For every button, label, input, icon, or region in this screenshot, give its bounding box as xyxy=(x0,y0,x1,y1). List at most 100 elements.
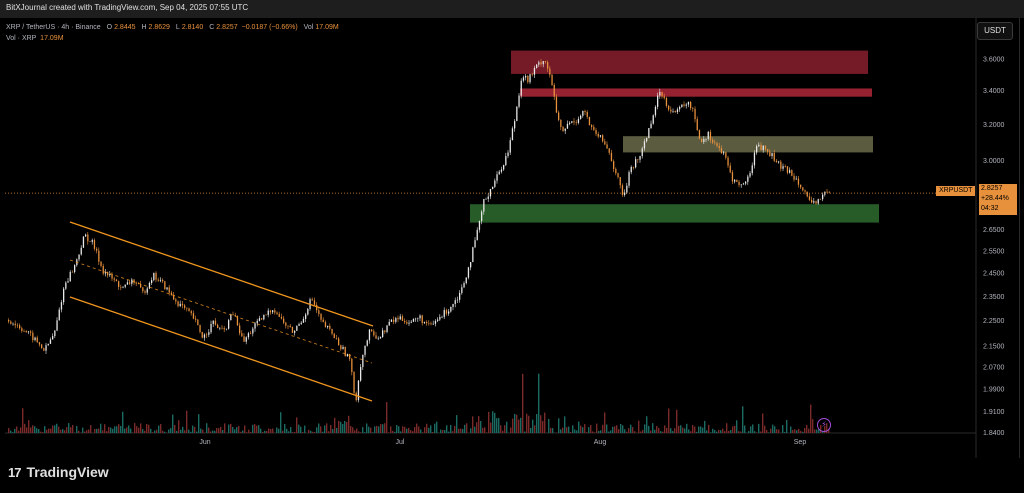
volume-bar xyxy=(444,430,446,433)
volume-bar xyxy=(652,423,654,433)
volume-bar xyxy=(132,432,134,433)
candle-body xyxy=(153,272,155,281)
candle-body xyxy=(780,161,782,169)
volume-bar xyxy=(170,428,172,433)
candle-body xyxy=(192,313,195,319)
candle-body xyxy=(302,318,305,323)
volume-bar xyxy=(320,426,322,433)
volume-legend: Vol · XRP 17.09M xyxy=(6,35,64,42)
volume-bar xyxy=(42,432,44,433)
candle-body xyxy=(626,185,628,193)
candle-body xyxy=(148,282,151,289)
volume-bar xyxy=(662,431,664,433)
volume-bar xyxy=(262,431,264,433)
candle-body xyxy=(32,332,34,341)
candle-body xyxy=(236,315,239,326)
volume-bar xyxy=(804,427,806,433)
volume-bar xyxy=(678,425,680,433)
candle-body xyxy=(186,307,188,309)
candle-body xyxy=(511,128,514,141)
volume-bar xyxy=(580,425,582,433)
candle-body xyxy=(14,323,16,326)
candle-body xyxy=(285,322,287,326)
legend-high: 2.8629 xyxy=(148,24,170,31)
volume-bar xyxy=(510,427,512,433)
candle-body xyxy=(388,321,390,326)
tradingview-logo[interactable]: 17 TradingView xyxy=(8,464,109,480)
volume-bar xyxy=(384,423,386,433)
volume-bar xyxy=(726,423,728,433)
volume-bar xyxy=(202,429,204,433)
volume-bar xyxy=(140,423,142,433)
candle-body xyxy=(701,138,703,142)
volume-bar xyxy=(544,412,546,433)
candle-body xyxy=(208,332,210,335)
candle-body xyxy=(720,148,723,154)
volume-bar xyxy=(622,425,624,433)
volume-bar xyxy=(296,417,298,433)
candle-body xyxy=(470,262,472,268)
candle-body xyxy=(751,165,753,174)
candle-body xyxy=(599,135,602,137)
candle-body xyxy=(377,338,379,340)
volume-bar xyxy=(310,430,312,433)
volume-bar xyxy=(312,431,314,433)
candle-body xyxy=(69,271,71,282)
candle-body xyxy=(734,179,736,182)
volume-bar xyxy=(404,426,406,433)
volume-bar xyxy=(772,424,774,433)
candle-body xyxy=(542,61,544,65)
candle-body xyxy=(188,308,190,312)
volume-bar xyxy=(218,428,220,433)
channel-mid-line xyxy=(69,259,373,364)
candle-body xyxy=(826,191,828,193)
candle-body xyxy=(184,305,186,308)
candle-body xyxy=(434,320,437,324)
lightning-icon[interactable]: ⚡ xyxy=(817,418,831,432)
candle-body xyxy=(399,316,401,320)
candle-body xyxy=(791,170,793,176)
candle-body xyxy=(355,392,357,401)
currency-button[interactable]: USDT xyxy=(977,22,1013,40)
candle-body xyxy=(151,280,153,283)
candle-body xyxy=(12,323,14,325)
candle-body xyxy=(452,303,454,307)
candle-body xyxy=(771,153,773,157)
volume-bar xyxy=(688,429,690,433)
candle-body xyxy=(665,98,668,106)
candle-body xyxy=(331,328,333,334)
candle-body xyxy=(43,348,45,351)
y-tick-label-11: 1.9900 xyxy=(983,386,1005,393)
last-price-tag: 2.8257 +28.44% 04:32 xyxy=(979,184,1017,215)
candle-body xyxy=(362,354,364,368)
legend-low: 2.8140 xyxy=(181,24,204,31)
candle-body xyxy=(190,311,192,314)
volume-bar xyxy=(134,423,136,433)
candle-body xyxy=(628,172,630,186)
volume-bar xyxy=(464,424,466,433)
volume-bar xyxy=(272,428,274,433)
candle-body xyxy=(107,271,109,276)
candle-body xyxy=(762,145,764,151)
volume-bar xyxy=(56,423,58,433)
volume-bar xyxy=(372,432,374,433)
candle-body xyxy=(109,273,111,276)
candle-body xyxy=(753,152,756,166)
candle-body xyxy=(89,241,91,242)
candle-body xyxy=(245,337,247,342)
candle-body xyxy=(329,325,331,329)
volume-bar xyxy=(564,416,566,433)
volume-bar xyxy=(770,428,772,433)
volume-bar xyxy=(278,428,280,433)
volume-bar xyxy=(704,420,706,433)
y-tick-label-10: 2.0700 xyxy=(983,364,1005,371)
candle-body xyxy=(617,173,619,178)
candle-body xyxy=(199,325,201,332)
candle-body xyxy=(643,141,646,149)
volume-bar xyxy=(808,428,810,433)
candle-body xyxy=(472,247,474,263)
candle-body xyxy=(417,318,419,319)
volume-bar xyxy=(512,418,514,433)
candle-body xyxy=(217,324,219,329)
